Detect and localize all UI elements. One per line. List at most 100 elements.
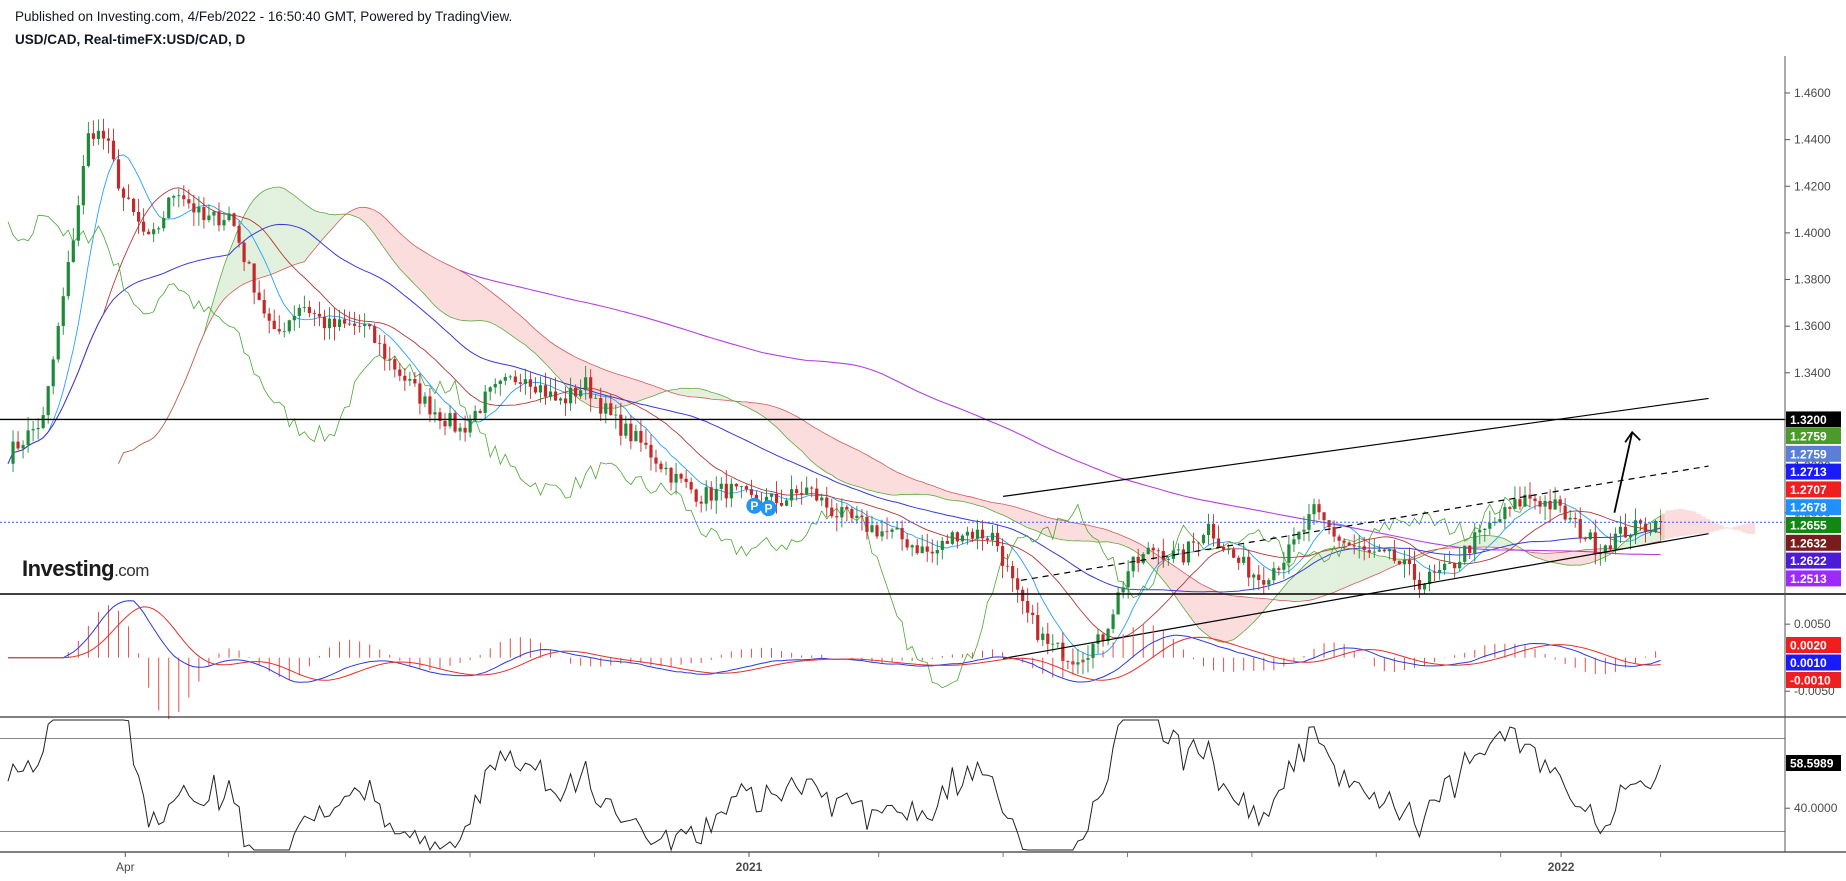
cloud-segment [334,214,340,227]
candle-body [1252,574,1256,578]
cloud-segment [1027,510,1033,530]
candle-body [1327,520,1331,528]
candle-body [1126,571,1130,588]
candle-body [423,396,427,404]
cloud-segment [1705,518,1711,534]
candle-body [217,211,221,226]
cloud-segment [324,212,330,237]
candle-body [729,483,733,499]
candle-body [96,130,101,139]
price-tick-label: 1.3600 [1794,319,1831,333]
candle-body [393,359,397,370]
price-badge-bg [1786,463,1841,480]
cloud-segment [831,437,837,479]
event-marker-label[interactable]: P [765,502,773,516]
candle-body [1201,534,1206,544]
cloud-segment [1710,521,1715,532]
cloud-segment [244,206,250,284]
candle-body [895,528,899,530]
cloud-segment [455,268,461,321]
candle-body [1086,658,1090,660]
candle-body [1156,550,1160,552]
candle-body [568,387,573,404]
cloud-segment [1168,561,1174,594]
candle-body [322,316,327,329]
cloud-segment [610,371,616,409]
cloud-segment [1303,560,1309,601]
event-marker-label[interactable]: P [750,499,758,513]
cloud-segment [1173,565,1179,601]
cloud-segment [218,265,224,306]
candle-body [327,318,332,329]
candle-body [1518,499,1522,507]
candle-body [664,467,668,470]
price-tick-label: 1.3400 [1794,366,1831,380]
cloud-segment [1379,555,1385,574]
cloud-segment [1017,507,1023,526]
cloud-segment [510,307,516,339]
candle-body [277,329,281,332]
candle-body [599,398,603,414]
candle-body [518,382,522,384]
cloud-segment [1580,549,1586,566]
candle-body [543,385,548,397]
candle-body [800,493,804,495]
cloud-segment [932,485,938,497]
cloud-segment [495,294,501,328]
candle-body [1282,562,1286,570]
candle-body [21,444,25,449]
price-badge-bg [1786,499,1841,516]
candle-body [850,508,854,518]
cloud-segment [1193,579,1199,628]
candle-body [1116,592,1120,615]
cloud-segment [635,379,641,403]
macd-badge: 0.0010 [1790,656,1827,670]
cloud-segment [1007,505,1013,520]
cloud-segment [1530,552,1536,558]
logo-suffix: .com [114,561,149,580]
candle-body [1367,549,1371,553]
candle-body [1297,531,1301,540]
macd-tick-label: 0.0050 [1794,617,1831,631]
candle-body [503,377,507,381]
candle-body [1267,580,1271,585]
candle-body [1493,521,1497,523]
candle-body [1608,545,1612,550]
candle-body [347,323,352,325]
price-badge: 1.2632 [1790,536,1827,550]
candle-body [192,203,196,213]
event-marker[interactable] [746,497,763,514]
symbol-title: USD/CAD, Real-timeFX:USD/CAD, D [15,32,246,47]
candle-body [1277,568,1281,570]
candle-body [855,515,859,518]
candle-body [990,532,995,541]
candle-body [684,478,688,482]
lagging-span-line [7,214,1531,689]
cloud-segment [1319,550,1325,598]
cloud-segment [1364,551,1370,580]
cloud-segment [1728,527,1733,529]
candle-body [915,545,919,554]
cloud-segment [1158,555,1164,581]
candle-body [649,444,653,458]
candle-body [352,323,357,326]
candle-body [383,343,387,359]
cloud-segment [761,403,767,419]
candle-body [1508,507,1512,509]
cloud-segment [741,401,747,407]
cloud-segment [786,411,792,443]
candle-body [483,391,487,413]
candle-body [1468,545,1472,553]
cloud-segment [711,392,717,400]
event-marker[interactable] [760,500,777,517]
cloud-segment [1118,533,1124,546]
cloud-segment [309,207,315,256]
macd-line [8,600,1661,683]
candle-body [46,386,50,416]
candle-body [1382,549,1386,552]
cloud-segment [414,245,420,290]
ichimoku-cloud [118,186,1756,643]
cloud-segment [525,319,531,350]
